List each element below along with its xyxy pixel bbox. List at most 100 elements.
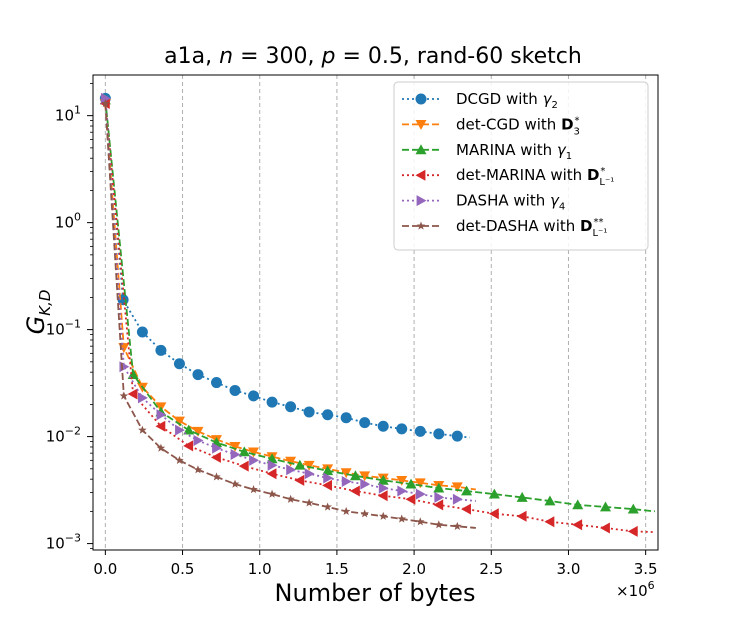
legend-entry-3: det-MARINA with D* L⁻¹ — [402, 166, 614, 188]
data-point — [267, 459, 278, 471]
data-point — [156, 409, 167, 421]
data-point — [211, 451, 221, 463]
data-point — [173, 416, 185, 427]
data-point — [267, 489, 277, 498]
x-axis-label: Number of bytes — [275, 579, 476, 607]
data-point — [600, 522, 610, 534]
data-point — [183, 440, 194, 452]
data-point — [210, 377, 222, 389]
data-point — [323, 502, 332, 511]
x-tick-label: 2.5 — [479, 560, 503, 578]
series-5 — [101, 98, 476, 530]
legend-marker — [416, 221, 426, 230]
x-axis-ticks: 0.0 0.5 1.0 1.5 2.0 2.5 3.0 3.5 — [93, 550, 658, 578]
title-n-value: = 300, — [233, 44, 321, 69]
data-point — [340, 468, 352, 479]
data-point — [119, 391, 129, 400]
data-point — [249, 485, 258, 494]
data-point — [175, 455, 184, 464]
x-tick-label: 0.5 — [171, 560, 195, 578]
data-point — [627, 525, 638, 537]
data-point — [212, 442, 222, 454]
data-point — [127, 388, 138, 400]
series-0 — [99, 92, 470, 442]
data-point — [360, 509, 369, 518]
series-line-1 — [104, 103, 476, 491]
data-point — [304, 498, 314, 507]
data-point — [285, 456, 297, 467]
data-point — [230, 479, 240, 488]
data-point — [405, 493, 416, 505]
data-point — [229, 384, 241, 396]
data-point — [249, 454, 260, 466]
data-point — [230, 449, 241, 461]
legend-marker — [415, 169, 426, 181]
data-point — [340, 412, 352, 424]
x-axis-multiplier: ×106 — [616, 579, 655, 600]
legend-label: det-CGD with D* 3 — [456, 115, 580, 137]
legend-label: MARINA with γ1 — [456, 141, 572, 162]
title-n-symbol: n — [219, 44, 233, 69]
data-point — [461, 485, 473, 496]
data-point — [488, 508, 499, 520]
y-tick-label: 100 — [55, 211, 81, 232]
data-point — [173, 358, 185, 370]
data-point — [433, 499, 444, 511]
y-axis-ticks: 101 100 10−1 10−2 10−3 — [46, 83, 93, 553]
data-point — [349, 485, 360, 497]
data-point — [286, 464, 297, 476]
legend-label: DASHA with γ4 — [456, 192, 565, 213]
data-point — [397, 514, 407, 523]
legend-marker — [416, 195, 427, 207]
data-point — [627, 503, 639, 514]
data-point — [378, 482, 389, 494]
data-point — [212, 472, 221, 481]
x-tick-label: 2.0 — [402, 560, 426, 578]
data-point — [193, 434, 204, 446]
data-point — [100, 92, 111, 104]
x-tick-label: 3.0 — [557, 560, 581, 578]
data-point — [238, 460, 249, 472]
data-point — [544, 495, 556, 506]
data-point — [138, 425, 147, 434]
data-point — [155, 420, 166, 432]
data-point — [304, 468, 315, 480]
data-point — [377, 474, 389, 485]
series-layer — [99, 92, 656, 537]
title-p-symbol: p — [320, 44, 335, 69]
legend: DCGD with γ2 det-CGD with D* 3 MARINA with … — [393, 81, 649, 251]
data-point — [451, 430, 463, 442]
data-point — [516, 491, 528, 502]
series-4 — [100, 92, 476, 505]
y-tick-label: 10−3 — [46, 532, 81, 553]
series-3 — [99, 97, 655, 537]
data-point — [322, 479, 333, 491]
data-point — [572, 499, 584, 510]
y-tick-label: 101 — [55, 104, 81, 125]
data-point — [323, 472, 334, 484]
data-point — [175, 424, 185, 436]
data-point — [101, 98, 110, 108]
data-point — [229, 441, 241, 452]
legend-entry-2: MARINA with γ1 — [402, 141, 572, 162]
series-line-2 — [104, 99, 656, 513]
data-point — [266, 396, 278, 408]
data-point — [266, 468, 277, 480]
data-point — [248, 447, 260, 458]
data-point — [414, 478, 426, 489]
data-point — [303, 406, 315, 418]
data-point — [461, 503, 471, 515]
legend-marker — [415, 93, 427, 105]
data-point — [286, 494, 295, 503]
data-point — [488, 488, 500, 499]
legend-entry-1: det-CGD with D* 3 — [402, 115, 580, 137]
data-point — [285, 401, 297, 413]
data-point — [341, 506, 351, 516]
data-point — [155, 344, 167, 356]
data-point — [238, 446, 250, 457]
data-point — [452, 493, 463, 505]
series-line-5 — [104, 103, 476, 529]
y-tick-label: 10−2 — [46, 425, 81, 446]
data-point — [349, 470, 361, 481]
